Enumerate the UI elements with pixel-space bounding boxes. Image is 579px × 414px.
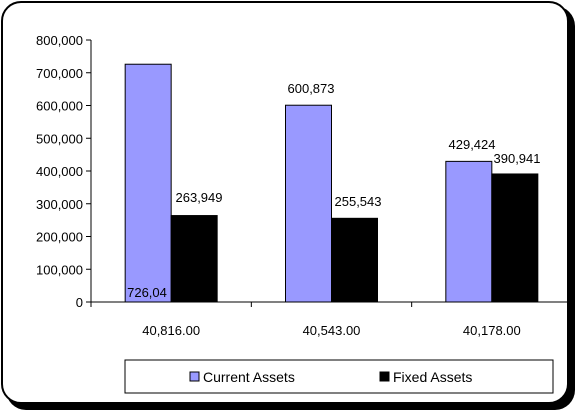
data-label: 255,543 (335, 194, 382, 209)
data-label: 390,941 (494, 151, 541, 166)
y-tick-label: 500,000 (36, 131, 83, 146)
y-tick-label: 200,000 (36, 230, 83, 245)
bar-fixed-assets (170, 215, 218, 303)
x-category-label: 40,178.00 (463, 323, 521, 338)
data-label: 726,04 (127, 285, 167, 300)
bar-current-assets (124, 63, 172, 303)
data-label: 600,873 (288, 81, 335, 96)
y-tick-label: 300,000 (36, 197, 83, 212)
y-tick-label: 100,000 (36, 262, 83, 277)
legend-swatch (189, 371, 200, 382)
legend-label: Fixed Assets (393, 369, 472, 385)
bar-current-assets (445, 160, 493, 303)
legend-label: Current Assets (203, 369, 295, 385)
bar-fixed-assets (491, 173, 539, 303)
data-label: 429,424 (449, 137, 496, 152)
y-tick-label: 700,000 (36, 66, 83, 81)
y-tick-label: 600,000 (36, 99, 83, 114)
bar-fixed-assets (331, 217, 378, 303)
y-tick-label: 0 (76, 295, 83, 310)
bar-current-assets (285, 104, 332, 303)
y-tick-label: 800,000 (36, 33, 83, 48)
y-tick-label: 400,000 (36, 164, 83, 179)
legend-box (124, 359, 554, 394)
legend-swatch (379, 371, 390, 382)
x-category-label: 40,816.00 (142, 323, 200, 338)
x-category-label: 40,543.00 (303, 323, 361, 338)
data-label: 263,949 (176, 190, 223, 205)
